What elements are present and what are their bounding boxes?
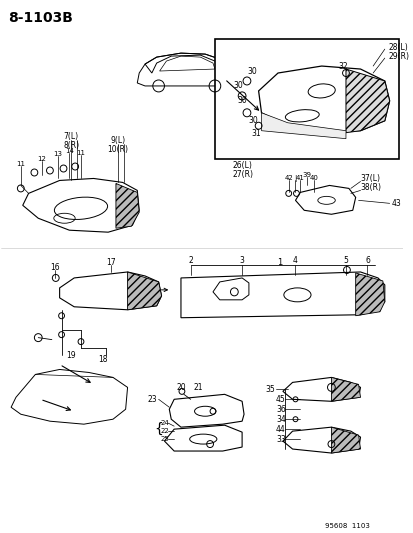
Polygon shape — [345, 69, 389, 133]
Text: 21: 21 — [193, 383, 203, 392]
Polygon shape — [261, 113, 345, 139]
Text: 29(R): 29(R) — [388, 52, 409, 61]
Text: 19: 19 — [66, 351, 76, 360]
Text: 31: 31 — [251, 129, 261, 138]
Text: 30: 30 — [233, 82, 242, 91]
Text: 11: 11 — [76, 150, 85, 156]
Text: 35: 35 — [265, 385, 275, 394]
Text: 34: 34 — [275, 415, 285, 424]
Text: 12: 12 — [38, 156, 47, 161]
Text: 43: 43 — [391, 199, 400, 208]
Polygon shape — [331, 427, 360, 453]
Text: 20: 20 — [176, 383, 185, 392]
Text: 95608  1103: 95608 1103 — [325, 523, 369, 529]
Text: 6: 6 — [365, 255, 370, 264]
Text: 36: 36 — [275, 405, 285, 414]
Text: 42: 42 — [284, 175, 292, 181]
Text: 18: 18 — [98, 355, 108, 364]
Text: 28(L): 28(L) — [388, 43, 408, 52]
Text: 2: 2 — [188, 255, 192, 264]
Text: 45: 45 — [275, 395, 285, 404]
Text: 37(L): 37(L) — [360, 174, 380, 183]
Text: 33: 33 — [275, 434, 285, 443]
Text: 7(L): 7(L) — [64, 132, 78, 141]
Text: 9(L): 9(L) — [110, 136, 125, 145]
Text: 14: 14 — [65, 148, 74, 154]
Text: 16: 16 — [50, 263, 59, 272]
Text: 23: 23 — [147, 395, 156, 404]
Text: 40: 40 — [309, 175, 318, 181]
Text: 17: 17 — [106, 257, 116, 266]
Text: 25: 25 — [160, 436, 169, 442]
Text: 30: 30 — [237, 96, 247, 106]
Polygon shape — [127, 272, 161, 310]
Text: 44: 44 — [275, 425, 285, 434]
Text: 8-1103B: 8-1103B — [8, 11, 73, 26]
Polygon shape — [331, 377, 360, 401]
Text: 4: 4 — [292, 255, 297, 264]
Text: 5: 5 — [343, 255, 348, 264]
Text: 8(R): 8(R) — [63, 141, 79, 150]
Text: 13: 13 — [53, 151, 62, 157]
Text: 11: 11 — [16, 160, 25, 166]
Text: 38(R): 38(R) — [360, 183, 381, 192]
Text: 30: 30 — [246, 67, 256, 76]
Text: 1: 1 — [277, 257, 282, 266]
Text: 26(L): 26(L) — [232, 161, 252, 170]
Text: 22: 22 — [160, 428, 169, 434]
Text: 41: 41 — [295, 175, 304, 181]
Text: 24: 24 — [160, 420, 169, 426]
Text: 27(R): 27(R) — [232, 170, 253, 179]
Text: 30: 30 — [248, 116, 258, 125]
Polygon shape — [116, 183, 139, 228]
Text: |: | — [294, 175, 296, 182]
Polygon shape — [355, 273, 384, 316]
Text: 3: 3 — [239, 255, 244, 264]
Text: 10(R): 10(R) — [107, 145, 128, 154]
Text: 32: 32 — [337, 61, 347, 70]
Bar — [214, 39, 399, 158]
Text: {: { — [154, 422, 163, 436]
Text: 39: 39 — [302, 173, 311, 179]
